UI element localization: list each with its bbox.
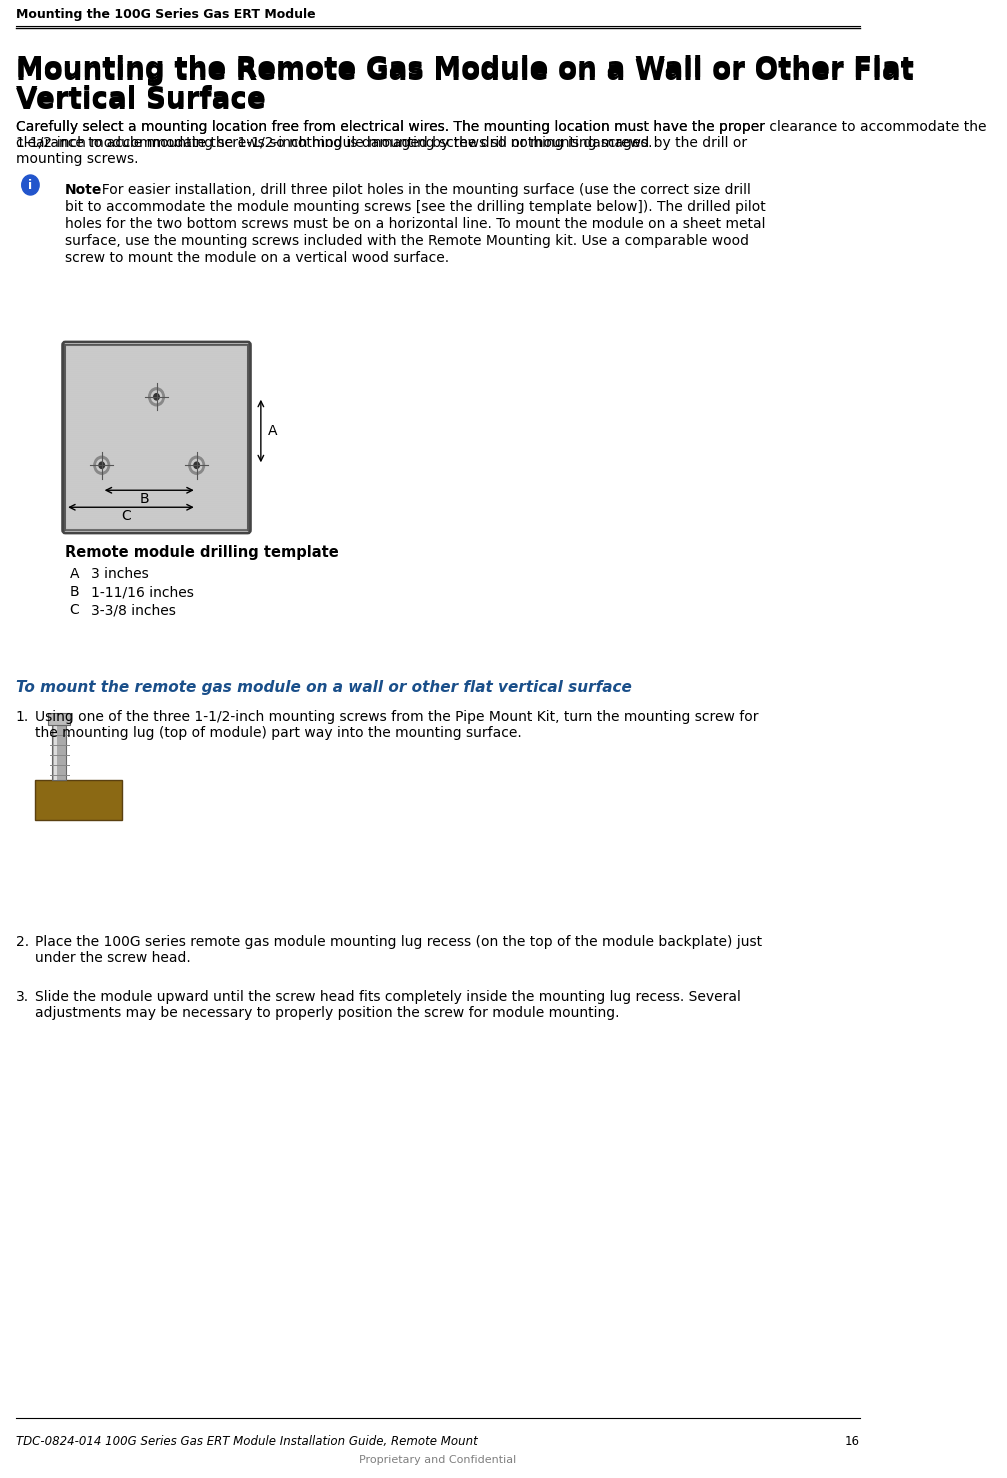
Text: Mounting the Remote Gas Module on a Wall or Other Flat: Mounting the Remote Gas Module on a Wall… bbox=[16, 58, 913, 86]
Text: B: B bbox=[69, 585, 80, 599]
Text: Carefully select a mounting location free from electrical wires. The mounting lo: Carefully select a mounting location fre… bbox=[16, 120, 986, 151]
Text: 1-11/16 inches: 1-11/16 inches bbox=[92, 585, 194, 599]
Text: surface, use the mounting screws included with the Remote Mounting kit. Use a co: surface, use the mounting screws include… bbox=[65, 234, 749, 248]
Text: C: C bbox=[69, 603, 80, 616]
Circle shape bbox=[97, 460, 107, 471]
Text: under the screw head.: under the screw head. bbox=[35, 950, 190, 965]
Text: For easier installation, drill three pilot holes in the mounting surface (use th: For easier installation, drill three pil… bbox=[93, 183, 751, 197]
Circle shape bbox=[189, 457, 204, 474]
Text: clearance to accommodate the 1-1/2-inch module mounting screws so nothing is dam: clearance to accommodate the 1-1/2-inch … bbox=[16, 136, 747, 149]
Text: A: A bbox=[268, 424, 277, 437]
Text: adjustments may be necessary to properly position the screw for module mounting.: adjustments may be necessary to properly… bbox=[35, 1007, 619, 1020]
Circle shape bbox=[191, 460, 201, 471]
Text: Carefully select a mounting location free from electrical wires. The mounting lo: Carefully select a mounting location fre… bbox=[16, 120, 764, 134]
Text: Mounting the 100G Series Gas ERT Module: Mounting the 100G Series Gas ERT Module bbox=[16, 7, 315, 21]
FancyBboxPatch shape bbox=[52, 726, 66, 780]
Text: Remote module drilling template: Remote module drilling template bbox=[65, 545, 339, 560]
Text: Vertical Surface: Vertical Surface bbox=[16, 86, 266, 112]
FancyBboxPatch shape bbox=[47, 712, 70, 726]
FancyBboxPatch shape bbox=[35, 780, 122, 820]
Text: 3 inches: 3 inches bbox=[92, 568, 149, 581]
Text: holes for the two bottom screws must be on a horizontal line. To mount the modul: holes for the two bottom screws must be … bbox=[65, 217, 765, 231]
Text: 2.: 2. bbox=[16, 936, 29, 949]
Text: 1.: 1. bbox=[16, 709, 29, 724]
Text: Using one of the three 1-1/2-inch mounting screws from the Pipe Mount Kit, turn : Using one of the three 1-1/2-inch mounti… bbox=[35, 709, 758, 724]
Text: 3.: 3. bbox=[16, 990, 29, 1004]
Text: B: B bbox=[140, 492, 150, 507]
Text: Mounting the Remote Gas Module on a Wall or Other Flat Vertical Surface: Mounting the Remote Gas Module on a Wall… bbox=[16, 55, 913, 115]
Text: C: C bbox=[122, 510, 132, 523]
Text: Note: Note bbox=[65, 183, 103, 197]
Text: screw to mount the module on a vertical wood surface.: screw to mount the module on a vertical … bbox=[65, 251, 449, 265]
FancyBboxPatch shape bbox=[65, 344, 248, 531]
Text: A: A bbox=[69, 568, 80, 581]
Circle shape bbox=[94, 457, 110, 474]
Circle shape bbox=[151, 392, 161, 402]
Text: Proprietary and Confidential: Proprietary and Confidential bbox=[358, 1454, 516, 1465]
Circle shape bbox=[154, 393, 159, 401]
Text: Place the 100G series remote gas module mounting lug recess (on the top of the m: Place the 100G series remote gas module … bbox=[35, 936, 762, 949]
Text: TDC-0824-014 100G Series Gas ERT Module Installation Guide, Remote Mount: TDC-0824-014 100G Series Gas ERT Module … bbox=[16, 1435, 477, 1448]
FancyBboxPatch shape bbox=[54, 726, 57, 780]
Text: To mount the remote gas module on a wall or other flat vertical surface: To mount the remote gas module on a wall… bbox=[16, 680, 631, 695]
Circle shape bbox=[149, 387, 164, 406]
Text: mounting screws.: mounting screws. bbox=[16, 152, 138, 166]
Text: the mounting lug (top of module) part way into the mounting surface.: the mounting lug (top of module) part wa… bbox=[35, 726, 522, 740]
Circle shape bbox=[194, 463, 199, 469]
Circle shape bbox=[22, 174, 39, 195]
Circle shape bbox=[99, 463, 105, 469]
Text: Slide the module upward until the screw head fits completely inside the mounting: Slide the module upward until the screw … bbox=[35, 990, 741, 1004]
Text: 3-3/8 inches: 3-3/8 inches bbox=[92, 603, 176, 616]
Text: bit to accommodate the module mounting screws [see the drilling template below]): bit to accommodate the module mounting s… bbox=[65, 200, 766, 214]
Text: 16: 16 bbox=[845, 1435, 860, 1448]
Text: i: i bbox=[28, 179, 32, 192]
